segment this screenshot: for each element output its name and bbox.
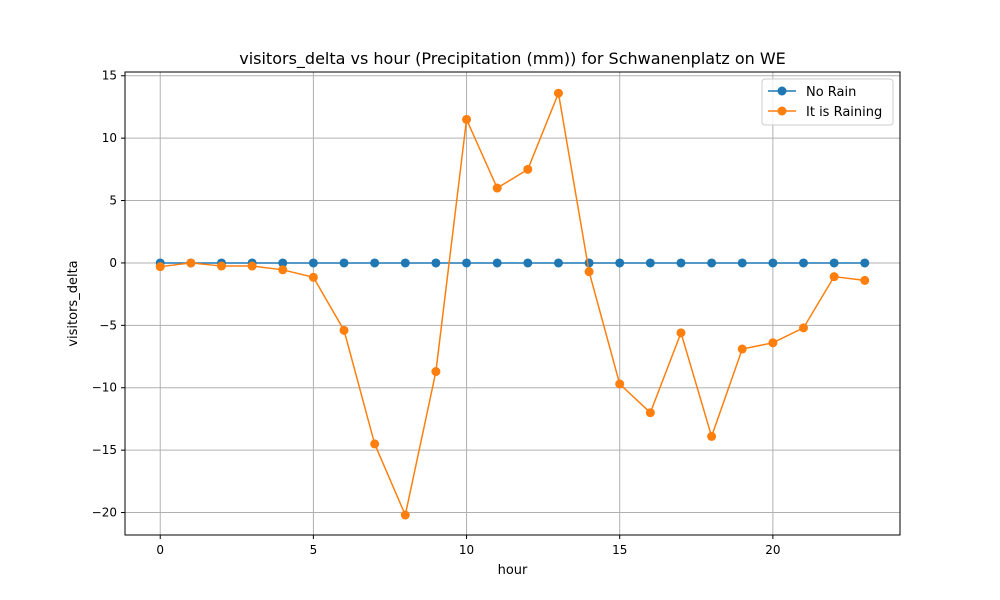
data-point-it-is-raining xyxy=(400,510,410,520)
data-point-no-rain xyxy=(676,258,686,268)
data-point-it-is-raining xyxy=(339,325,349,335)
series-layer xyxy=(155,88,870,520)
data-point-it-is-raining xyxy=(584,267,594,277)
data-point-no-rain xyxy=(768,258,778,268)
data-point-no-rain xyxy=(400,258,410,268)
data-point-it-is-raining xyxy=(553,88,563,98)
y-tick-label: 0 xyxy=(109,256,117,270)
data-point-no-rain xyxy=(339,258,349,268)
data-point-it-is-raining xyxy=(247,261,257,271)
data-point-it-is-raining xyxy=(492,183,502,193)
data-point-it-is-raining xyxy=(462,114,472,124)
y-tick-label: 5 xyxy=(109,194,117,208)
data-point-it-is-raining xyxy=(278,265,288,275)
data-point-it-is-raining xyxy=(829,272,839,282)
legend-marker xyxy=(777,106,787,116)
data-point-it-is-raining xyxy=(523,164,533,174)
data-point-it-is-raining xyxy=(216,261,226,271)
ticks: 0 5 10 15 20 −20 −15 −10 −5 0 5 10 15 xyxy=(92,69,781,557)
data-point-no-rain xyxy=(431,258,441,268)
grid xyxy=(125,72,900,535)
data-point-no-rain xyxy=(645,258,655,268)
data-point-no-rain xyxy=(860,258,870,268)
x-axis-label: hour xyxy=(498,563,528,578)
x-tick-label: 5 xyxy=(310,543,318,557)
y-tick-label: −10 xyxy=(92,381,117,395)
data-point-it-is-raining xyxy=(645,408,655,418)
data-point-no-rain xyxy=(615,258,625,268)
data-point-it-is-raining xyxy=(155,262,165,272)
data-point-no-rain xyxy=(584,258,594,268)
data-point-no-rain xyxy=(278,258,288,268)
data-point-no-rain xyxy=(799,258,809,268)
data-point-no-rain xyxy=(737,258,747,268)
x-tick-label: 20 xyxy=(765,543,780,557)
data-point-it-is-raining xyxy=(737,344,747,354)
legend-marker xyxy=(777,86,787,96)
data-point-no-rain xyxy=(308,258,318,268)
data-point-it-is-raining xyxy=(676,328,686,338)
x-tick-label: 0 xyxy=(156,543,164,557)
y-axis-label: visitors_delta xyxy=(66,260,81,346)
chart-title: visitors_delta vs hour (Precipitation (m… xyxy=(239,49,786,69)
data-point-no-rain xyxy=(523,258,533,268)
y-tick-label: −5 xyxy=(99,318,117,332)
legend-entry: It is Raining xyxy=(806,105,882,120)
y-tick-label: −20 xyxy=(92,506,117,520)
plot-frame xyxy=(124,71,901,536)
series-line-it-is-raining xyxy=(160,90,865,518)
legend: No Rain It is Raining xyxy=(761,78,894,126)
data-point-it-is-raining xyxy=(799,323,809,333)
data-point-no-rain xyxy=(492,258,502,268)
data-point-it-is-raining xyxy=(370,439,380,449)
x-tick-label: 15 xyxy=(612,543,627,557)
data-point-it-is-raining xyxy=(431,367,441,377)
data-point-no-rain xyxy=(553,258,563,268)
legend-entry: No Rain xyxy=(806,85,856,100)
data-point-it-is-raining xyxy=(308,272,318,282)
x-tick-label: 10 xyxy=(459,543,474,557)
y-tick-label: 10 xyxy=(102,131,117,145)
data-point-it-is-raining xyxy=(860,275,870,285)
data-point-no-rain xyxy=(829,258,839,268)
data-point-no-rain xyxy=(370,258,380,268)
data-point-it-is-raining xyxy=(768,338,778,348)
data-point-no-rain xyxy=(707,258,717,268)
y-tick-label: −15 xyxy=(92,443,117,457)
y-tick-label: 15 xyxy=(102,69,117,83)
data-point-no-rain xyxy=(462,258,472,268)
data-point-it-is-raining xyxy=(615,379,625,389)
data-point-it-is-raining xyxy=(186,258,196,268)
data-point-it-is-raining xyxy=(707,431,717,441)
